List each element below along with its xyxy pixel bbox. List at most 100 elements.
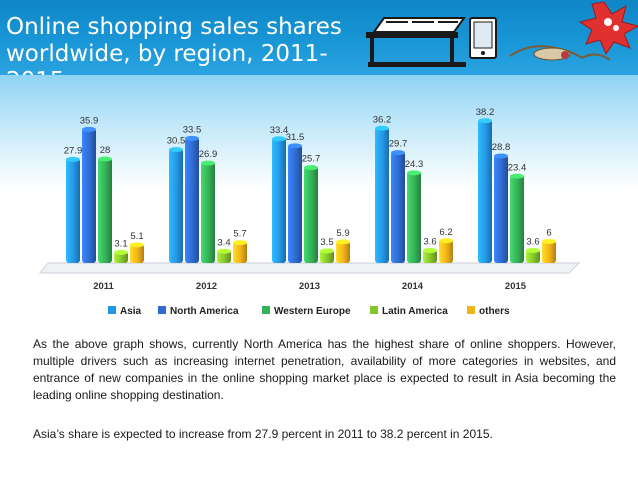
bar-cap bbox=[510, 173, 524, 179]
bar-cap bbox=[542, 239, 556, 244]
data-label: 27.9 bbox=[64, 145, 83, 156]
data-label: 28.8 bbox=[492, 142, 511, 153]
bar-chart: 27.9 35.9 28 3.15.1 2011 30.533.5 26.9 3.45.7 20… bbox=[38, 107, 581, 317]
bar-latin-america-2014 bbox=[423, 249, 437, 263]
slide-header: Online shopping sales shares worldwide, … bbox=[0, 0, 638, 75]
data-label: 31.5 bbox=[286, 132, 305, 143]
legend-swatch bbox=[262, 306, 270, 314]
bar-north-america-2011 bbox=[82, 128, 96, 263]
bar-western-europe-2012 bbox=[201, 162, 215, 263]
bar-cap bbox=[98, 156, 112, 162]
bar-others-2013 bbox=[336, 240, 350, 263]
bar-north-america-2012 bbox=[185, 137, 199, 263]
bar-others-2012 bbox=[233, 241, 247, 263]
x-tick-label: 2015 bbox=[505, 281, 527, 292]
bar-cap bbox=[201, 160, 215, 166]
legend-swatch bbox=[108, 306, 116, 314]
legend-label: Latin America bbox=[382, 306, 448, 317]
bar-cap bbox=[66, 156, 80, 162]
data-label: 26.9 bbox=[199, 149, 218, 160]
data-label: 35.9 bbox=[80, 115, 99, 126]
phone-icon bbox=[469, 17, 497, 59]
bar-latin-america-2015 bbox=[526, 249, 540, 263]
data-label: 5.7 bbox=[233, 229, 246, 240]
shopping-doodle-icon bbox=[509, 45, 611, 61]
description-paragraph-2: Asia’s share is expected to increase fro… bbox=[33, 427, 493, 441]
data-label: 6.2 bbox=[439, 227, 452, 238]
laptop-icon bbox=[366, 17, 466, 67]
data-label: 3.1 bbox=[114, 238, 127, 249]
bar-cap bbox=[304, 165, 318, 171]
bar-western-europe-2011 bbox=[98, 158, 112, 263]
legend-label: North America bbox=[170, 306, 239, 317]
data-label: 29.7 bbox=[389, 139, 408, 150]
bar-cap bbox=[288, 143, 302, 149]
bar-cap bbox=[130, 242, 144, 248]
bar-cap bbox=[494, 153, 508, 159]
data-label: 3.6 bbox=[423, 237, 436, 248]
bar-cap bbox=[439, 238, 453, 244]
x-tick-label: 2014 bbox=[402, 281, 424, 292]
bar-cap bbox=[320, 248, 334, 254]
data-label: 38.2 bbox=[476, 107, 495, 118]
legend-label: Asia bbox=[120, 306, 142, 317]
bar-western-europe-2015 bbox=[510, 175, 524, 263]
bar-cap bbox=[114, 249, 128, 255]
bar-cap bbox=[478, 118, 492, 124]
x-tick-label: 2013 bbox=[299, 281, 320, 292]
bar-western-europe-2014 bbox=[407, 171, 421, 263]
chart-area: 27.9 35.9 28 3.1 5.1 2011 30.5 33.5 26.9 3.4 5.7 20… bbox=[0, 75, 638, 330]
data-label: 24.3 bbox=[405, 159, 424, 170]
bar-western-europe-2013 bbox=[304, 166, 318, 263]
data-label: 33.5 bbox=[183, 124, 202, 135]
bar-asia-2012 bbox=[169, 148, 183, 263]
slide-title: Online shopping sales shares worldwide, … bbox=[6, 14, 366, 75]
bar-cap bbox=[272, 136, 286, 142]
data-label: 25.7 bbox=[302, 154, 321, 165]
chart-floor bbox=[38, 262, 581, 274]
title-line-1: Online shopping sales shares bbox=[6, 14, 342, 40]
bar-cap bbox=[82, 126, 96, 132]
bar-cap bbox=[375, 125, 389, 131]
bar-north-america-2013 bbox=[288, 144, 302, 263]
data-label: 5.1 bbox=[130, 231, 143, 242]
x-tick-label: 2011 bbox=[93, 281, 114, 292]
bar-others-2015 bbox=[542, 240, 556, 263]
data-label: 33.4 bbox=[270, 125, 289, 136]
bar-north-america-2015 bbox=[494, 155, 508, 263]
legend-label: Western Europe bbox=[274, 306, 351, 317]
data-label: 3.4 bbox=[217, 237, 230, 248]
bar-cap bbox=[407, 170, 421, 176]
bar-asia-2013 bbox=[272, 137, 286, 263]
bar-cap bbox=[423, 248, 437, 253]
bar-cap bbox=[169, 147, 183, 153]
red-splash-logo bbox=[578, 1, 638, 56]
data-label: 30.5 bbox=[167, 136, 186, 147]
bar-others-2011 bbox=[130, 243, 144, 263]
data-label: 6 bbox=[546, 228, 551, 239]
data-label: 23.4 bbox=[508, 162, 527, 173]
bar-cap bbox=[185, 135, 199, 141]
data-label: 5.9 bbox=[336, 228, 349, 239]
bar-north-america-2014 bbox=[391, 151, 405, 263]
legend-label: others bbox=[479, 306, 510, 317]
data-label: 28 bbox=[100, 145, 111, 156]
legend-swatch bbox=[467, 306, 475, 314]
bar-cap bbox=[233, 240, 247, 246]
bar-cap bbox=[217, 248, 231, 254]
data-label: 3.5 bbox=[320, 237, 333, 248]
bar-latin-america-2013 bbox=[320, 249, 334, 263]
bar-cap bbox=[391, 150, 405, 156]
bar-latin-america-2012 bbox=[217, 250, 231, 263]
legend-swatch bbox=[158, 306, 166, 314]
bar-asia-2014 bbox=[375, 127, 389, 263]
x-tick-label: 2012 bbox=[196, 281, 217, 292]
bar-cap bbox=[526, 248, 540, 253]
data-label: 3.6 bbox=[526, 237, 539, 248]
bar-asia-2015 bbox=[478, 119, 492, 263]
bar-asia-2011 bbox=[66, 158, 80, 263]
title-line-2: worldwide, by region, 2011-2015 bbox=[6, 41, 328, 75]
legend-swatch bbox=[370, 306, 378, 314]
online-shopping-clipart bbox=[366, 1, 638, 67]
bar-others-2014 bbox=[439, 239, 453, 263]
